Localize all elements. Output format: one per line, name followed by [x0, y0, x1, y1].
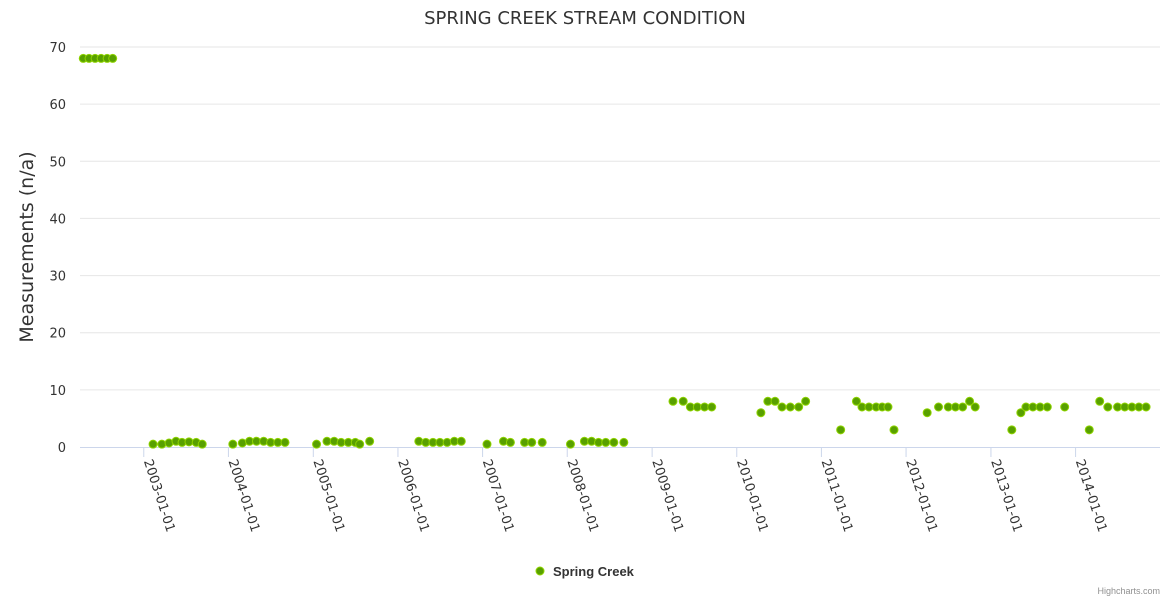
y-tick-label: 10 — [49, 384, 66, 399]
y-tick-label: 20 — [49, 327, 66, 342]
y-axis-ticks: 0 10 20 30 40 50 60 70 — [49, 41, 66, 456]
data-point[interactable] — [108, 53, 118, 63]
x-tick-label: 2004-01-01 — [225, 458, 263, 534]
data-point[interactable] — [777, 402, 787, 412]
data-point[interactable] — [157, 439, 167, 449]
data-point[interactable] — [801, 396, 811, 406]
data-point[interactable] — [922, 408, 932, 418]
x-tick-label: 2006-01-01 — [394, 458, 432, 534]
data-point[interactable] — [601, 437, 611, 447]
data-point[interactable] — [312, 439, 322, 449]
data-point[interactable] — [237, 438, 247, 448]
data-point[interactable] — [1103, 402, 1113, 412]
data-point[interactable] — [537, 437, 547, 447]
data-point[interactable] — [794, 402, 804, 412]
data-point[interactable] — [668, 396, 678, 406]
data-point[interactable] — [1042, 402, 1052, 412]
x-tick-label: 2003-01-01 — [140, 458, 178, 534]
x-tick-label: 2010-01-01 — [733, 458, 771, 534]
x-tick-label: 2008-01-01 — [563, 458, 601, 534]
data-point[interactable] — [148, 439, 158, 449]
y-tick-label: 0 — [58, 441, 66, 456]
data-point[interactable] — [280, 437, 290, 447]
y-tick-label: 40 — [49, 212, 66, 227]
x-tick-label: 2005-01-01 — [309, 458, 347, 534]
y-grid-lines — [80, 46, 1160, 391]
data-point[interactable] — [1141, 402, 1151, 412]
data-point[interactable] — [456, 436, 466, 446]
data-point[interactable] — [889, 425, 899, 435]
data-point[interactable] — [785, 402, 795, 412]
x-tick-label: 2007-01-01 — [479, 458, 517, 534]
data-point[interactable] — [965, 396, 975, 406]
x-tick-label: 2012-01-01 — [902, 458, 940, 534]
x-axis-ticks: 2003-01-01 2004-01-01 2005-01-01 2006-01-01… — [140, 447, 1109, 534]
y-tick-label: 60 — [49, 98, 66, 113]
data-point[interactable] — [527, 437, 537, 447]
data-point[interactable] — [934, 402, 944, 412]
credits-link[interactable]: Highcharts.com — [1097, 586, 1160, 596]
data-point[interactable] — [851, 396, 861, 406]
data-point[interactable] — [228, 439, 238, 449]
y-axis-label: Measurements (n/a) — [16, 151, 38, 342]
data-point[interactable] — [619, 437, 629, 447]
x-tick-label: 2011-01-01 — [818, 458, 856, 534]
data-points — [78, 53, 1151, 449]
data-point[interactable] — [1016, 408, 1026, 418]
data-point[interactable] — [707, 402, 717, 412]
data-point[interactable] — [1060, 402, 1070, 412]
x-tick-label: 2014-01-01 — [1072, 458, 1110, 534]
data-point[interactable] — [609, 437, 619, 447]
legend-marker — [535, 566, 545, 576]
data-point[interactable] — [565, 439, 575, 449]
legend-item-spring-creek[interactable]: Spring Creek — [553, 564, 635, 579]
y-tick-label: 50 — [49, 155, 66, 170]
data-point[interactable] — [355, 439, 365, 449]
x-tick-label: 2013-01-01 — [987, 458, 1025, 534]
y-tick-label: 30 — [49, 270, 66, 285]
legend[interactable]: Spring Creek — [535, 564, 635, 579]
x-tick-label: 2009-01-01 — [648, 458, 686, 534]
data-point[interactable] — [883, 402, 893, 412]
data-point[interactable] — [482, 439, 492, 449]
data-point[interactable] — [442, 437, 452, 447]
data-point[interactable] — [1084, 425, 1094, 435]
data-point[interactable] — [1007, 425, 1017, 435]
data-point[interactable] — [505, 437, 515, 447]
data-point[interactable] — [678, 396, 688, 406]
chart-title: SPRING CREEK STREAM CONDITION — [424, 8, 746, 29]
data-point[interactable] — [365, 436, 375, 446]
data-point[interactable] — [197, 439, 207, 449]
data-point[interactable] — [836, 425, 846, 435]
data-point[interactable] — [770, 396, 780, 406]
data-point[interactable] — [1095, 396, 1105, 406]
data-point[interactable] — [970, 402, 980, 412]
y-tick-label: 70 — [49, 41, 66, 56]
data-point[interactable] — [756, 408, 766, 418]
data-point[interactable] — [958, 402, 968, 412]
